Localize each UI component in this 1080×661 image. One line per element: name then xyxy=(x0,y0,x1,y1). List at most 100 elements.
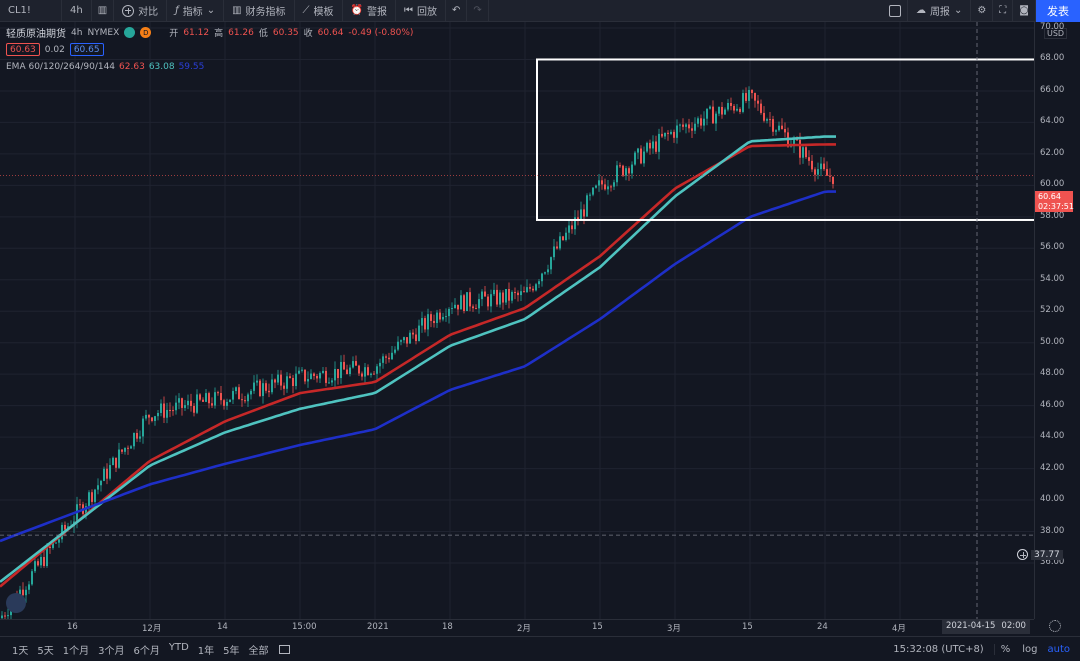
snapshot-button[interactable]: ◙ xyxy=(1013,0,1036,22)
candle-body xyxy=(1,615,3,619)
price-tick-label: 66.00 xyxy=(1040,84,1065,95)
candle-body xyxy=(472,306,474,309)
date-range-list: 1天 5天 1个月 3个月 6个月 YTD 1年 5年 全部 xyxy=(0,642,269,657)
price-axis[interactable] xyxy=(1034,22,1080,619)
candle-body xyxy=(55,542,57,544)
percent-toggle[interactable]: % xyxy=(993,643,1017,655)
candle-body xyxy=(691,128,693,131)
auto-toggle[interactable]: auto xyxy=(1047,643,1070,655)
interval-button[interactable]: 4h xyxy=(62,0,92,22)
settings-button[interactable]: ⚙ xyxy=(971,0,994,22)
financials-button[interactable]: ▥ 财务指标 xyxy=(224,0,295,22)
chart-pane[interactable] xyxy=(0,22,1069,622)
buy-button[interactable]: 60.65 xyxy=(69,43,104,56)
redo-button[interactable]: ↷ xyxy=(467,0,489,22)
time-axis[interactable] xyxy=(0,619,1034,636)
candle-body xyxy=(655,141,657,152)
candle-body xyxy=(679,124,681,126)
crosshair-time: 02:00 xyxy=(1001,621,1026,631)
candlestick-series xyxy=(1,86,834,622)
open-value: 61.12 xyxy=(183,27,210,38)
symbol-search-button[interactable]: CL1! xyxy=(0,0,62,22)
candle-body xyxy=(769,119,771,121)
candle-body xyxy=(172,410,174,412)
candle-body xyxy=(265,383,267,391)
price-tick-label: 38.00 xyxy=(1040,525,1065,536)
fullscreen-button[interactable]: ⛶ xyxy=(993,0,1014,22)
range-button[interactable]: 5天 xyxy=(37,645,54,657)
range-button[interactable]: 1年 xyxy=(197,645,215,657)
candle-body xyxy=(700,118,702,126)
candle-body xyxy=(268,390,270,393)
alarm-icon: ⏰ xyxy=(350,5,363,16)
candle-body xyxy=(757,100,759,104)
add-circle-icon[interactable] xyxy=(1017,549,1028,560)
candle-body xyxy=(235,387,237,392)
candle-body xyxy=(517,292,519,296)
interval-label: 4h xyxy=(70,5,83,16)
currency-label[interactable]: USD xyxy=(1044,28,1068,39)
alert-button[interactable]: ⏰ 警报 xyxy=(343,0,396,22)
axis-settings-icon[interactable] xyxy=(1049,620,1061,632)
candle-body xyxy=(199,394,201,400)
tradingview-logo-icon[interactable] xyxy=(6,593,26,613)
range-button[interactable]: 3个月 xyxy=(98,645,125,657)
candle-body xyxy=(598,180,600,186)
publish-button[interactable]: 发表 xyxy=(1036,0,1080,22)
save-layout-button[interactable]: ☁ 周报 ⌄ xyxy=(908,0,972,22)
ema-label: EMA 60/120/264/90/144 xyxy=(6,62,116,72)
goto-date-icon[interactable] xyxy=(278,644,290,654)
range-button[interactable]: 1个月 xyxy=(62,645,90,657)
last-price-value: 60.64 xyxy=(1038,192,1061,201)
range-button[interactable]: 5年 xyxy=(223,645,240,657)
candle-body xyxy=(529,287,531,289)
candle-body xyxy=(433,320,435,324)
candle-body xyxy=(283,385,285,389)
price-chart[interactable] xyxy=(0,22,1069,622)
candle-body xyxy=(328,382,330,384)
candle-body xyxy=(238,387,240,400)
compare-button[interactable]: 对比 xyxy=(114,0,168,22)
chevron-down-icon: ⌄ xyxy=(206,5,216,16)
candle-body xyxy=(373,373,375,375)
replay-button[interactable]: ⏮ 回放 xyxy=(396,0,446,22)
range-button[interactable]: 全部 xyxy=(248,645,269,657)
crosshair-date: 2021-04-15 xyxy=(946,621,996,631)
price-tick-label: 52.00 xyxy=(1040,305,1065,316)
undo-button[interactable]: ↶ xyxy=(446,0,468,22)
log-toggle[interactable]: log xyxy=(1022,643,1038,655)
candle-body xyxy=(703,118,705,126)
candle-body xyxy=(577,217,579,220)
financials-label: 财务指标 xyxy=(245,7,286,18)
candle-body xyxy=(91,492,93,502)
clock[interactable]: 15:32:08 (UTC+8) xyxy=(893,643,984,655)
range-button[interactable]: 1天 xyxy=(12,645,29,657)
candle-body xyxy=(667,132,669,134)
candle-body xyxy=(814,169,816,175)
chart-type-button[interactable]: ▥ xyxy=(92,0,115,22)
range-button[interactable]: YTD xyxy=(168,641,189,653)
candle-body xyxy=(322,370,324,374)
ema-legend-row[interactable]: EMA 60/120/264/90/144 62.63 63.08 59.55 xyxy=(6,62,413,72)
price-tick-label: 56.00 xyxy=(1040,242,1065,253)
candle-body xyxy=(442,316,444,320)
indicators-button[interactable]: ƒ 指标 ⌄ xyxy=(167,0,225,22)
candle-body xyxy=(277,374,279,383)
candle-body xyxy=(379,362,381,367)
add-circle-icon xyxy=(122,4,135,17)
templates-button[interactable]: ⟋ 模板 xyxy=(295,0,343,22)
horizontal-line-tag[interactable]: 37.77 xyxy=(1017,549,1063,560)
candle-body xyxy=(139,436,141,439)
candle-body xyxy=(454,304,456,309)
candle-body xyxy=(298,370,300,374)
price-tick-label: 60.00 xyxy=(1040,179,1065,190)
candle-body xyxy=(823,163,825,170)
range-button[interactable]: 6个月 xyxy=(133,645,160,657)
candle-body xyxy=(670,131,672,134)
select-layout-button[interactable] xyxy=(883,0,908,22)
chart-grid xyxy=(0,22,1034,619)
candle-body xyxy=(448,308,450,317)
candle-body xyxy=(256,380,258,383)
candle-body xyxy=(775,130,777,132)
sell-button[interactable]: 60.63 xyxy=(6,43,40,56)
